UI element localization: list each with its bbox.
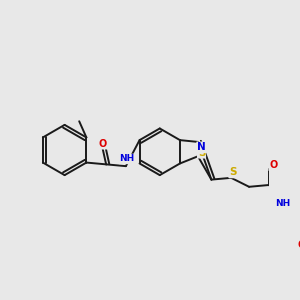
Text: NH: NH	[275, 200, 290, 208]
Text: NH: NH	[119, 154, 134, 164]
Text: O: O	[98, 139, 107, 149]
Text: O: O	[269, 160, 278, 170]
Text: N: N	[197, 142, 206, 152]
Text: S: S	[198, 148, 205, 158]
Text: O: O	[297, 240, 300, 250]
Text: S: S	[229, 167, 237, 177]
